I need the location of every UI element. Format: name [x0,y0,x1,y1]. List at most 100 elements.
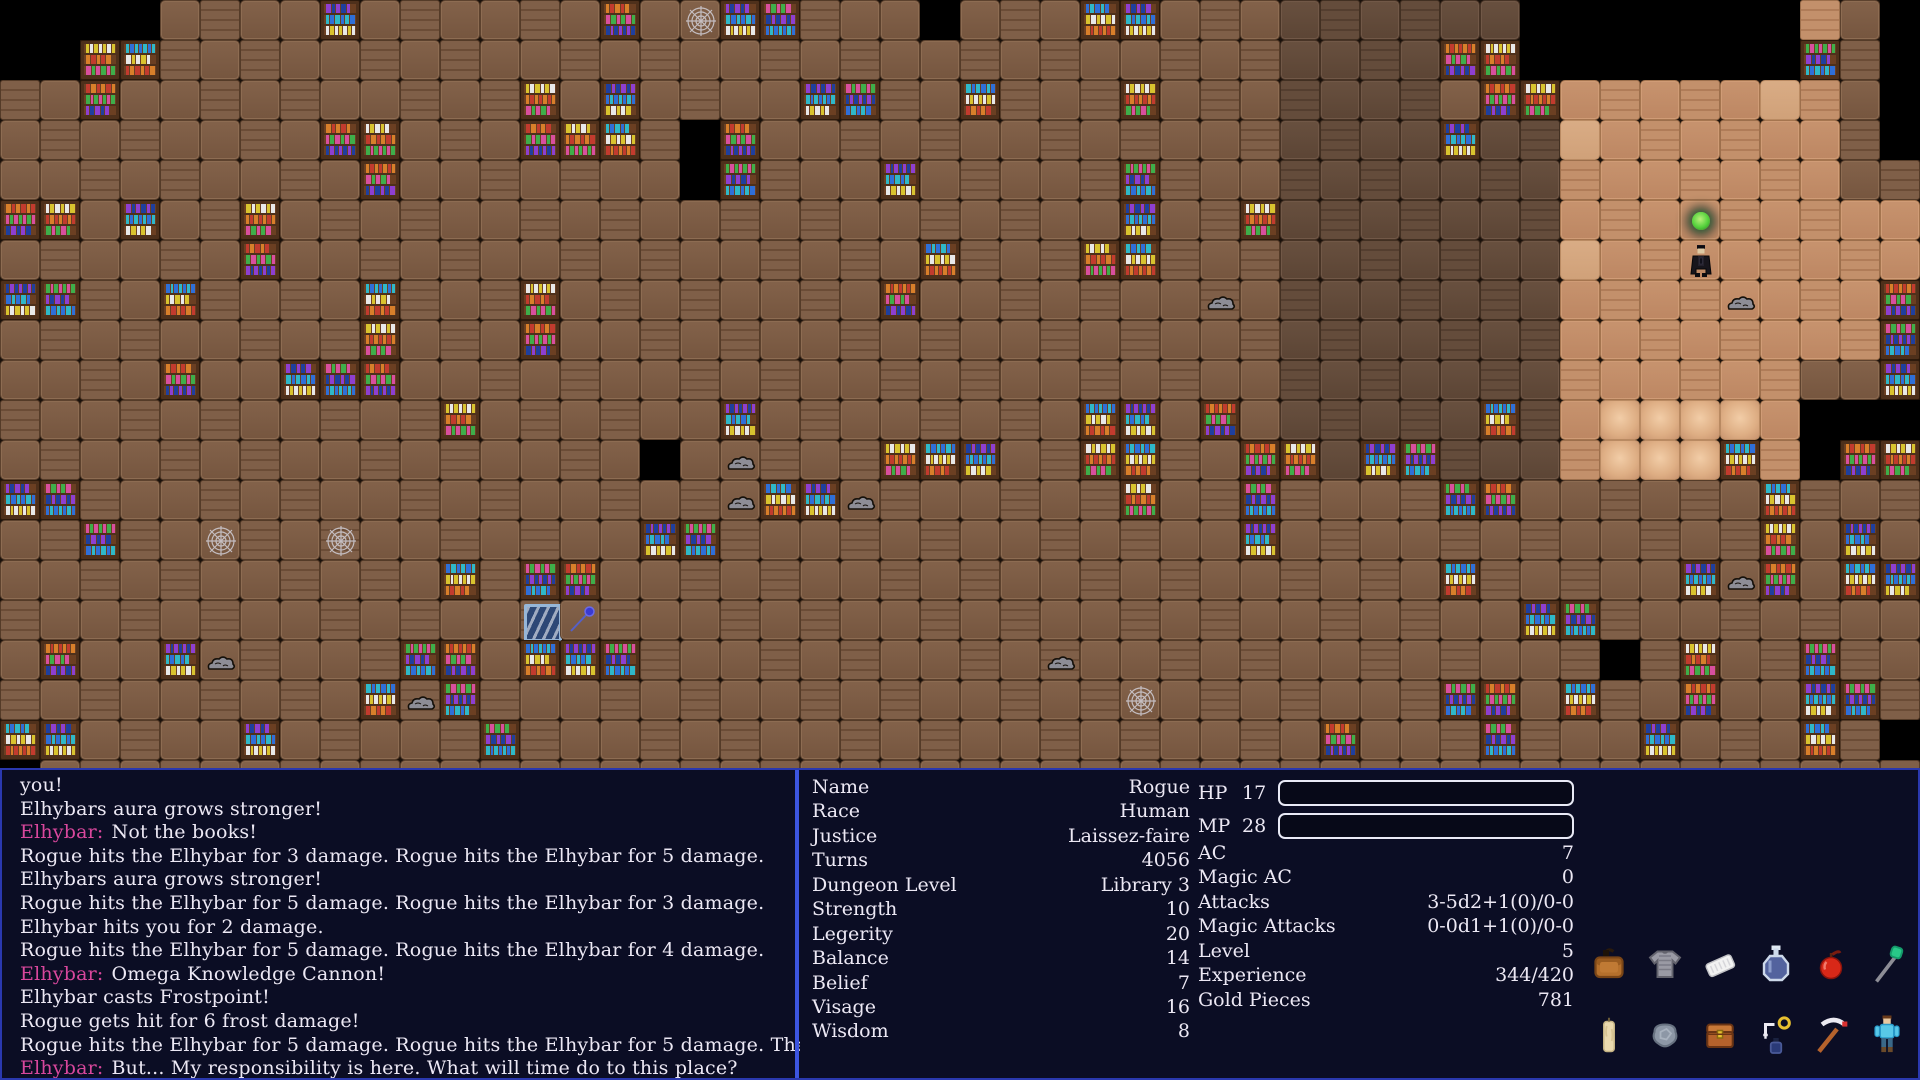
floor[interactable] [1800,600,1840,640]
floor[interactable] [1080,200,1120,240]
floor[interactable] [40,160,80,200]
floor[interactable] [40,760,80,768]
floor[interactable] [640,600,680,640]
floor[interactable] [1160,200,1200,240]
floor[interactable] [1040,560,1080,600]
void[interactable] [1880,40,1920,80]
floor[interactable] [880,600,920,640]
floor[interactable] [720,600,760,640]
rubble[interactable] [1200,280,1240,320]
floor[interactable] [1000,40,1040,80]
floor[interactable] [1200,160,1240,200]
bookshelf[interactable] [720,0,760,40]
floor[interactable] [1320,760,1360,768]
floor-light[interactable] [1640,160,1680,200]
floor[interactable] [1800,560,1840,600]
floor[interactable] [680,360,720,400]
floor[interactable] [1600,600,1640,640]
floor[interactable] [440,440,480,480]
floor-dark[interactable] [1360,320,1400,360]
bookshelf[interactable] [520,120,560,160]
floor[interactable] [600,240,640,280]
floor-light[interactable] [1600,200,1640,240]
floor-light[interactable] [1720,160,1760,200]
floor[interactable] [1080,640,1120,680]
floor[interactable] [240,440,280,480]
floor[interactable] [640,360,680,400]
floor[interactable] [920,520,960,560]
floor-light[interactable] [1800,120,1840,160]
bookshelf[interactable] [1480,400,1520,440]
floor[interactable] [320,320,360,360]
floor[interactable] [120,640,160,680]
floor[interactable] [120,400,160,440]
floor[interactable] [1240,280,1280,320]
floor[interactable] [600,760,640,768]
floor[interactable] [80,480,120,520]
bookshelf[interactable] [360,320,400,360]
floor[interactable] [80,760,120,768]
bookshelf[interactable] [760,480,800,520]
void[interactable] [80,0,120,40]
floor[interactable] [960,40,1000,80]
bookshelf[interactable] [80,520,120,560]
floor-light[interactable] [1800,160,1840,200]
floor[interactable] [760,240,800,280]
floor[interactable] [240,40,280,80]
rubble[interactable] [1720,280,1760,320]
floor[interactable] [760,560,800,600]
floor-light[interactable] [1600,240,1640,280]
floor[interactable] [1040,280,1080,320]
floor[interactable] [400,520,440,560]
floor[interactable] [1600,480,1640,520]
bookshelf[interactable] [1240,200,1280,240]
floor-dark[interactable] [1360,200,1400,240]
floor[interactable] [1240,640,1280,680]
bookshelf[interactable] [1760,520,1800,560]
floor[interactable] [840,400,880,440]
floor[interactable] [1760,720,1800,760]
rubble[interactable] [200,640,240,680]
void[interactable] [1600,40,1640,80]
floor[interactable] [40,320,80,360]
floor[interactable] [800,320,840,360]
floor[interactable] [480,280,520,320]
floor[interactable] [200,560,240,600]
floor[interactable] [1600,560,1640,600]
floor[interactable] [960,360,1000,400]
floor[interactable] [320,160,360,200]
floor-light[interactable] [1800,320,1840,360]
floor[interactable] [1040,160,1080,200]
floor[interactable] [320,480,360,520]
floor[interactable] [40,360,80,400]
floor[interactable] [600,360,640,400]
bookshelf[interactable] [1840,440,1880,480]
floor-dark[interactable] [1320,120,1360,160]
bookshelf[interactable] [160,640,200,680]
floor[interactable] [1720,680,1760,720]
floor-light[interactable] [1680,80,1720,120]
floor[interactable] [680,280,720,320]
floor[interactable] [360,520,400,560]
floor[interactable] [720,40,760,80]
floor[interactable] [1480,520,1520,560]
floor[interactable] [560,240,600,280]
floor-light[interactable] [1560,320,1600,360]
floor-dark[interactable] [1360,280,1400,320]
floor-light[interactable] [1800,200,1840,240]
floor[interactable] [480,320,520,360]
floor[interactable] [1200,480,1240,520]
floor[interactable] [1560,520,1600,560]
floor[interactable] [1720,480,1760,520]
floor[interactable] [1240,160,1280,200]
floor[interactable] [840,760,880,768]
bookshelf[interactable] [1120,0,1160,40]
floor[interactable] [1240,720,1280,760]
floor[interactable] [1080,600,1120,640]
floor[interactable] [280,680,320,720]
floor[interactable] [840,200,880,240]
floor[interactable] [1200,600,1240,640]
floor[interactable] [280,0,320,40]
floor[interactable] [760,600,800,640]
floor[interactable] [800,40,840,80]
